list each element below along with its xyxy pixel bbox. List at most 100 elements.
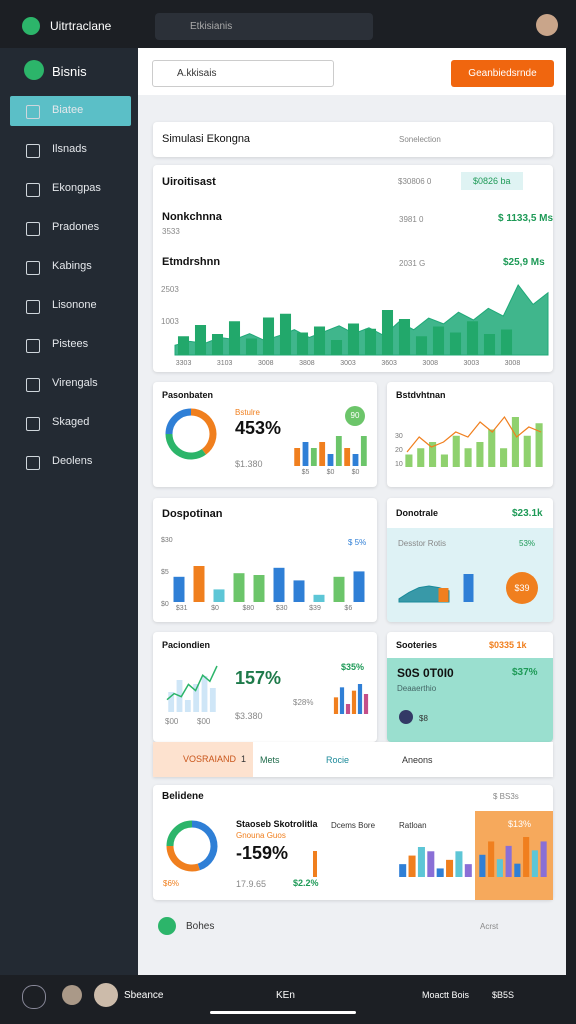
bar [464, 448, 472, 467]
menu-item[interactable]: Ilsnads [52, 143, 87, 155]
y-tick-label: $0 [161, 601, 169, 608]
bar [319, 442, 326, 466]
pct: $6% [163, 879, 180, 888]
accent [313, 851, 317, 877]
x-tick-label: 3003 [464, 360, 480, 367]
amount: 17.9.65 [236, 879, 267, 889]
right: Moactt Bois [422, 990, 470, 1000]
x-tick-label: $39 [309, 605, 321, 612]
avatar[interactable] [62, 985, 82, 1005]
avatar[interactable] [94, 983, 118, 1007]
menu-item[interactable]: Pistees [52, 338, 89, 350]
x-tick-label: 3808 [299, 360, 315, 367]
card-title: Sooteries [396, 640, 438, 650]
bar [310, 448, 317, 466]
user: Sbeance [124, 990, 164, 1001]
bar [438, 588, 449, 602]
bar [201, 676, 208, 712]
sub-value: $1.380 [235, 459, 263, 469]
menu-icon [26, 183, 40, 197]
bar [327, 454, 334, 466]
highlight [475, 811, 553, 900]
tab-label: VOSRAIAND [183, 754, 237, 764]
bar [429, 442, 437, 467]
row-mid: 2031 G [399, 259, 426, 268]
bar [296, 332, 309, 355]
tab[interactable]: Mets [260, 755, 280, 765]
pct: 53% [519, 539, 536, 548]
tab[interactable]: Aneons [402, 755, 433, 765]
sub: Deaaerthio [397, 684, 437, 693]
donut-segment [166, 845, 200, 872]
bar [333, 576, 345, 602]
menu-item[interactable]: Virengals [52, 377, 98, 389]
menu-item[interactable]: Skaged [52, 416, 90, 428]
row-name: Etmdrshnn [162, 256, 221, 268]
menu-icon [26, 339, 40, 353]
bar [347, 323, 360, 355]
bar [500, 448, 508, 467]
footer-link[interactable]: Acrst [480, 922, 499, 931]
bar [540, 841, 547, 877]
teal-card: Sooteries $0335 1k S0S 0T0I0 $37% Deaaer… [387, 632, 553, 742]
y-tick-label: $30 [161, 537, 173, 544]
bar [496, 859, 503, 877]
line-chart [166, 665, 369, 714]
select[interactable]: Simulasi Ekongna Sonelection [153, 122, 553, 157]
card-title: Bstdvhtnan [396, 390, 446, 400]
icon[interactable] [22, 985, 46, 1009]
area-chart [398, 574, 474, 603]
tab[interactable]: Rocie [326, 755, 350, 765]
menu-item[interactable]: Ekongpas [52, 182, 101, 194]
tab-active[interactable]: VOSRAIAND 1 [153, 742, 253, 777]
badge: $ BS3s [493, 792, 519, 801]
bar [209, 688, 216, 712]
axis-label: $00 [197, 717, 211, 726]
bar [344, 448, 351, 466]
badge: $39 [506, 572, 538, 604]
menu-item[interactable]: Lisonone [52, 299, 97, 311]
menu-item[interactable]: Deolens [52, 455, 93, 467]
primary-button[interactable]: Geanbiedsrnde [451, 60, 554, 87]
avatar[interactable] [536, 14, 558, 36]
menu-icon [26, 417, 40, 431]
bar [417, 448, 425, 467]
bar [335, 436, 342, 466]
bar [511, 417, 519, 467]
overview-card: Uiroitisast $30806 0 $0826 ba Nonkchnna … [153, 165, 553, 372]
bar [523, 837, 530, 877]
summary-card: Belidene $ BS3s $13% Staoseb Skotrolitla… [153, 785, 553, 900]
tabs: VOSRAIAND 1 Mets Rocie Aneons [153, 742, 553, 777]
bar [488, 429, 496, 467]
bar-chart: $30 $5 $0 $31 $0 $80 $30 $39 $6 [161, 537, 365, 612]
bar [193, 684, 200, 712]
bar [436, 868, 444, 877]
bar [427, 851, 435, 877]
search[interactable]: Etkisianis [155, 13, 373, 40]
donut-segment [165, 433, 206, 460]
bar [535, 423, 543, 467]
donut-segment [190, 408, 217, 455]
bar [294, 448, 301, 466]
code: $B5S [492, 990, 515, 1000]
bar [302, 442, 309, 466]
menu-item[interactable]: Pradones [52, 221, 100, 233]
bar [273, 567, 285, 602]
menu-item[interactable]: Biatee [52, 104, 84, 116]
bar [233, 573, 245, 602]
bar [245, 338, 258, 355]
line [406, 415, 542, 453]
x-tick-label: $31 [176, 605, 188, 612]
bar [479, 854, 486, 877]
bar [262, 317, 275, 355]
value: $0335 1k [489, 640, 527, 650]
menu-item[interactable]: Kabings [52, 260, 92, 272]
axis-label: $00 [165, 717, 179, 726]
badge: 90 [345, 406, 365, 426]
area [398, 585, 450, 603]
x-tick-label: $0 [352, 469, 360, 476]
menu-icon [26, 456, 40, 470]
bar [464, 864, 472, 877]
brand: Bisnis [52, 64, 87, 79]
toolbar-search[interactable]: A.kkisais [152, 60, 334, 87]
